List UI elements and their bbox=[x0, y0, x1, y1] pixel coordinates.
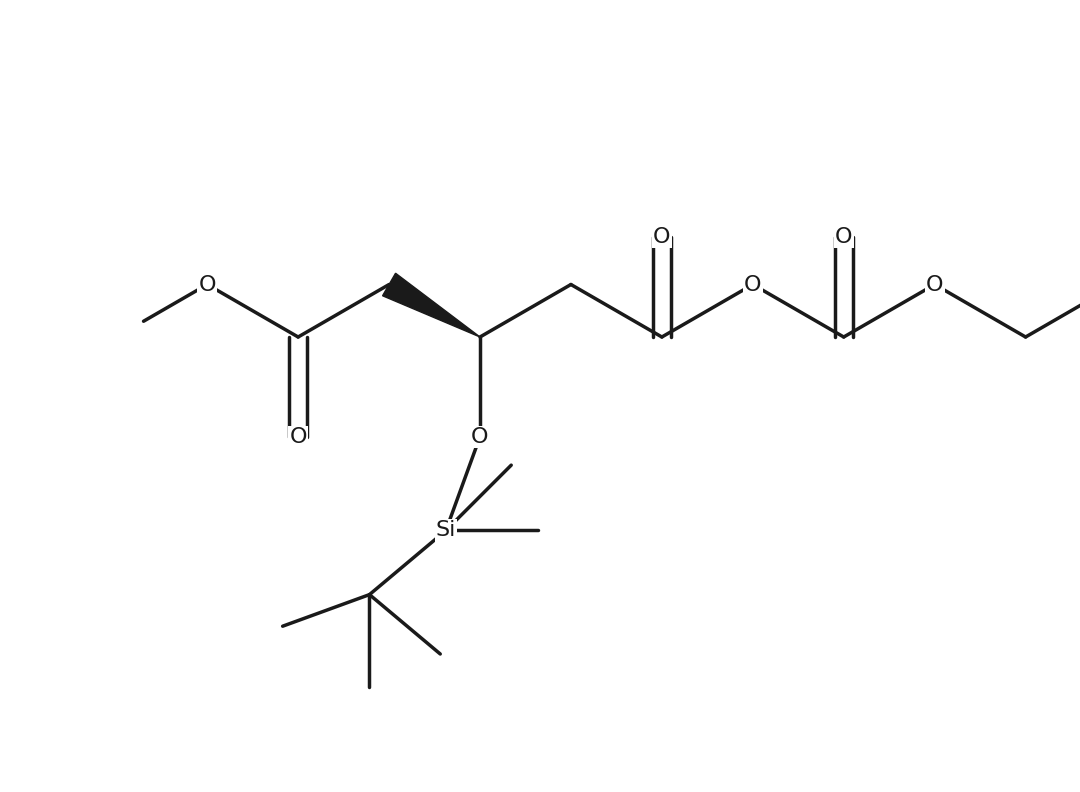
Polygon shape bbox=[382, 273, 480, 337]
Text: O: O bbox=[289, 427, 307, 447]
Text: Si: Si bbox=[435, 520, 456, 540]
Text: O: O bbox=[471, 427, 489, 447]
Text: O: O bbox=[744, 275, 761, 295]
Text: O: O bbox=[199, 275, 216, 295]
Text: O: O bbox=[835, 227, 852, 247]
Text: O: O bbox=[926, 275, 944, 295]
Text: O: O bbox=[653, 227, 671, 247]
